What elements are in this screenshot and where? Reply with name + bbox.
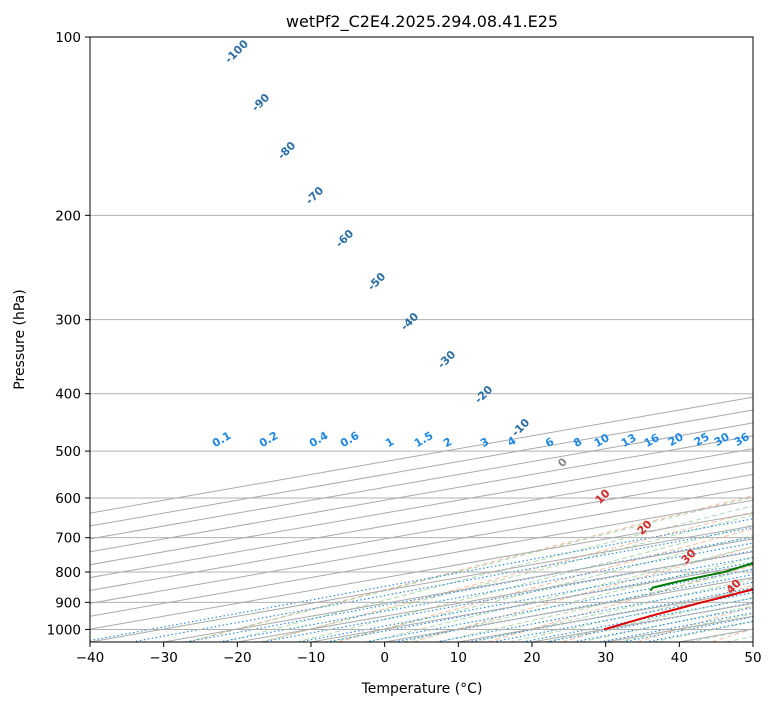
mixing-ratio-line [572, 607, 753, 642]
moist-adiabat [544, 596, 753, 642]
isotherm-line [90, 499, 753, 617]
y-tick-label: 700 [55, 531, 81, 547]
x-tick-label: −10 [297, 650, 326, 666]
mixing-ratio-line [262, 550, 753, 642]
isotherm-line [90, 486, 753, 604]
x-tick-label: 50 [744, 650, 761, 666]
pressure-grid [90, 37, 753, 630]
mixing-ratio-line [299, 556, 753, 642]
isotherm-line [90, 512, 753, 630]
isotherm-line [752, 641, 753, 642]
plot-background [90, 37, 753, 642]
y-axis: 100 200 300 400 500 600 700 800 900 1000 [47, 30, 90, 638]
y-axis-title: Pressure (hPa) [12, 289, 28, 389]
mixing-ratio-line [218, 542, 753, 642]
y-tick-label: 200 [55, 208, 81, 224]
mixing-ratio-lines [90, 518, 753, 642]
y-tick-label: 800 [55, 565, 81, 581]
y-tick-label: 100 [55, 30, 81, 46]
x-tick-label: 20 [523, 650, 540, 666]
y-tick-label: 900 [55, 595, 81, 611]
dry-adiabat [412, 546, 753, 642]
x-axis-title: Temperature (°C) [361, 681, 483, 697]
isotherm-line [90, 435, 753, 553]
isotherm-line [90, 473, 753, 591]
dry-adiabats [188, 495, 753, 642]
isotherm-line [90, 461, 753, 579]
moist-adiabat [438, 568, 753, 642]
x-tick-label: 40 [671, 650, 688, 666]
y-tick-label: 1000 [47, 622, 81, 638]
x-tick-label: 0 [380, 650, 389, 666]
y-tick-label: 300 [55, 313, 81, 329]
isotherm-line [163, 538, 753, 642]
isotherm-line [90, 525, 753, 642]
y-tick-label: 500 [55, 444, 81, 460]
moist-adiabat [367, 545, 753, 642]
y-tick-label: 400 [55, 387, 81, 403]
dry-adiabat [338, 528, 753, 642]
moist-adiabat [296, 524, 753, 642]
y-tick-label: 600 [55, 491, 81, 507]
dry-adiabat [562, 584, 753, 642]
chart-title: wetPf2_C2E4.2025.294.08.41.E25 [286, 12, 558, 32]
x-tick-label: 30 [597, 650, 614, 666]
dry-adiabat [188, 495, 753, 642]
skewed-isotherms [90, 396, 753, 642]
x-tick-label: −40 [76, 650, 105, 666]
mixing-ratio-line [599, 612, 753, 642]
mixing-ratio-line [622, 616, 753, 642]
moist-adiabats [187, 496, 753, 642]
mixing-ratio-line [185, 536, 753, 642]
moist-adiabat [509, 588, 753, 642]
x-tick-label: −20 [223, 650, 252, 666]
moist-adiabat [260, 514, 753, 642]
mixing-ratio-line [90, 518, 753, 642]
x-tick-label: −30 [149, 650, 178, 666]
x-axis: −40 −30 −20 −10 0 10 20 30 40 50 [76, 642, 762, 666]
isotherm-line [90, 448, 753, 566]
plot-frame [89, 36, 754, 643]
x-tick-label: 10 [450, 650, 467, 666]
